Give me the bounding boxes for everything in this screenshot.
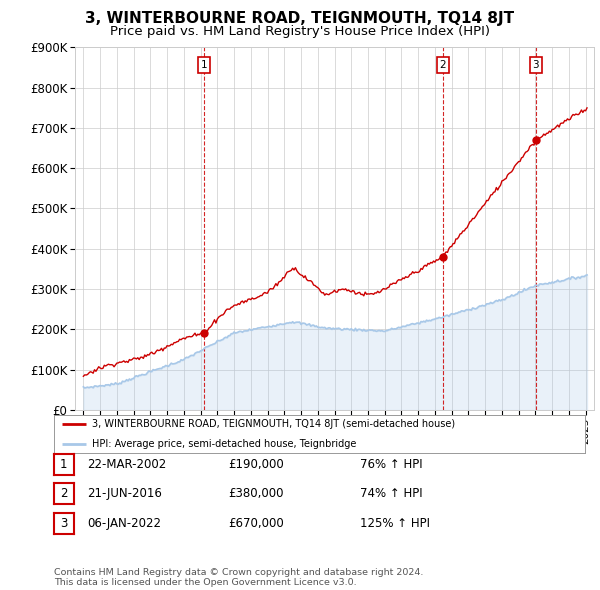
Text: 3: 3 [532, 60, 539, 70]
Text: 3, WINTERBOURNE ROAD, TEIGNMOUTH, TQ14 8JT: 3, WINTERBOURNE ROAD, TEIGNMOUTH, TQ14 8… [85, 11, 515, 25]
Text: HPI: Average price, semi-detached house, Teignbridge: HPI: Average price, semi-detached house,… [92, 438, 356, 448]
Text: 125% ↑ HPI: 125% ↑ HPI [360, 517, 430, 530]
Text: 3, WINTERBOURNE ROAD, TEIGNMOUTH, TQ14 8JT (semi-detached house): 3, WINTERBOURNE ROAD, TEIGNMOUTH, TQ14 8… [92, 419, 455, 430]
Text: 1: 1 [60, 458, 68, 471]
Text: 06-JAN-2022: 06-JAN-2022 [87, 517, 161, 530]
Text: 76% ↑ HPI: 76% ↑ HPI [360, 458, 422, 471]
Text: £190,000: £190,000 [228, 458, 284, 471]
Text: 3: 3 [60, 517, 68, 530]
Text: Price paid vs. HM Land Registry's House Price Index (HPI): Price paid vs. HM Land Registry's House … [110, 25, 490, 38]
Text: 22-MAR-2002: 22-MAR-2002 [87, 458, 166, 471]
Text: 74% ↑ HPI: 74% ↑ HPI [360, 487, 422, 500]
Text: 2: 2 [60, 487, 68, 500]
Text: £670,000: £670,000 [228, 517, 284, 530]
Text: Contains HM Land Registry data © Crown copyright and database right 2024.
This d: Contains HM Land Registry data © Crown c… [54, 568, 424, 587]
Text: 2: 2 [440, 60, 446, 70]
Text: £380,000: £380,000 [228, 487, 284, 500]
Text: 1: 1 [201, 60, 208, 70]
Text: 21-JUN-2016: 21-JUN-2016 [87, 487, 162, 500]
